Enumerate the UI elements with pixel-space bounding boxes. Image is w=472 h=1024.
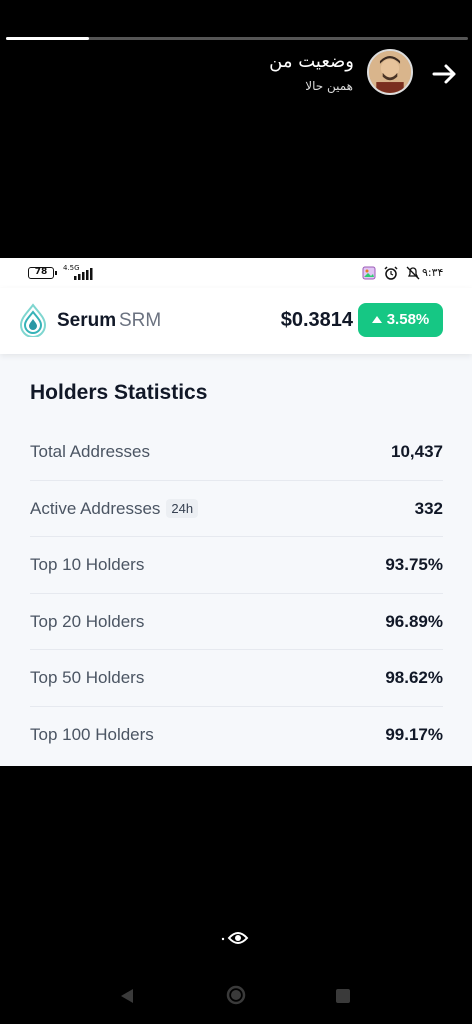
stat-label-text: Top 20 Holders [30, 611, 145, 631]
stat-value: 96.89% [385, 611, 443, 631]
story-progress-fill [6, 37, 90, 40]
story-subtitle: همین حالا [305, 79, 353, 93]
price-change-value: 3.58% [386, 311, 430, 328]
stat-label-text: Top 10 Holders [30, 555, 145, 574]
battery-icon: 78 [28, 267, 57, 279]
stat-row: Top 20 Holders 96.89% [30, 594, 443, 650]
back-arrow-icon[interactable] [428, 58, 460, 90]
status-clock: ۹:۳۴ [422, 266, 444, 279]
bell-off-icon [406, 266, 420, 280]
story-header: وضعیت من همین حالا [0, 48, 472, 100]
coin-symbol: SRM [119, 310, 162, 331]
stat-value: 332 [414, 498, 443, 518]
eye-icon[interactable] [220, 928, 252, 948]
serum-logo-icon [19, 303, 47, 337]
nav-back-icon[interactable] [120, 988, 134, 1004]
stat-row: Active Addresses 24h 332 [30, 481, 443, 537]
stat-label: Top 20 Holders [30, 612, 144, 632]
stat-row: Top 50 Holders 98.62% [30, 650, 443, 707]
shared-screenshot: 78 4.5G ۹:۳۴ Serum [0, 258, 472, 766]
stat-label: Active Addresses 24h [30, 498, 199, 519]
stat-label: Top 100 Holders [30, 725, 154, 745]
arrow-up-icon [371, 316, 382, 323]
stat-label: Total Addresses [30, 442, 150, 462]
price-change-badge: 3.58% [358, 303, 443, 337]
stat-value: 99.17% [385, 724, 443, 744]
stat-label-text: Top 100 Holders [30, 724, 154, 744]
story-title: وضعیت من [269, 51, 354, 72]
nav-home-icon[interactable] [226, 985, 246, 1005]
stat-label-text: Top 50 Holders [30, 668, 145, 687]
stat-row: Top 100 Holders 99.17% [30, 707, 443, 763]
coin-header: Serum SRM $0.3814 3.58% [0, 288, 472, 354]
gallery-icon [362, 266, 376, 280]
stat-value: 10,437 [391, 442, 443, 461]
stat-row: Top 10 Holders 93.75% [30, 537, 443, 594]
stat-label-text: Total Addresses [30, 442, 151, 461]
stat-label-text: Active Addresses [30, 498, 161, 518]
status-bar: 78 4.5G ۹:۳۴ [0, 258, 472, 288]
stat-value: 98.62% [385, 668, 443, 687]
stat-value: 93.75% [385, 555, 443, 574]
story-progress-track [6, 37, 468, 40]
holders-statistics-list: Total Addresses 10,437 Active Addresses 24h… [30, 424, 443, 762]
stat-label: Top 10 Holders [30, 555, 144, 575]
period-tag: 24h [166, 498, 199, 518]
stat-row: Total Addresses 10,437 [30, 424, 443, 481]
stat-label: Top 50 Holders [30, 668, 144, 688]
network-label: 4.5G [63, 264, 80, 272]
signal-icon [74, 268, 93, 280]
system-navigation-bar [0, 980, 472, 1010]
nav-recents-icon[interactable] [336, 989, 350, 1003]
coin-name: Serum [57, 310, 117, 331]
alarm-icon [384, 266, 398, 280]
avatar[interactable] [367, 49, 413, 95]
coin-price: $0.3814 [280, 309, 353, 331]
holders-statistics-title: Holders Statistics [30, 381, 208, 404]
